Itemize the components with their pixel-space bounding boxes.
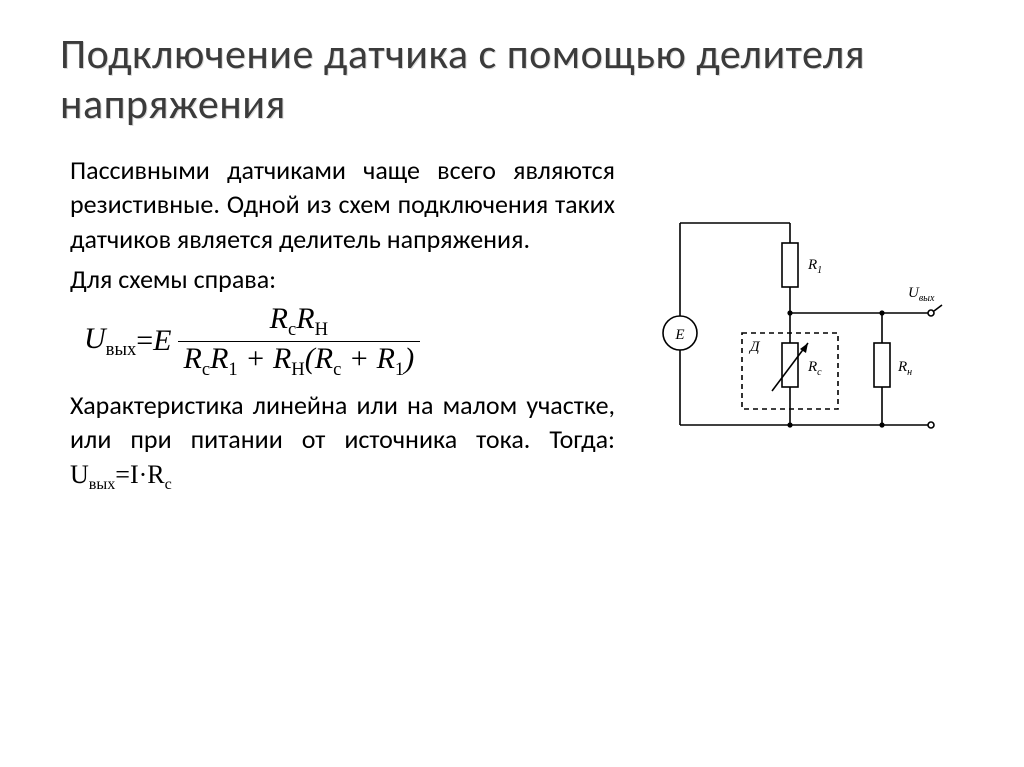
label-E: E — [674, 327, 684, 343]
formula-lhs: Uвых — [84, 319, 136, 363]
num-R1: R — [270, 302, 288, 335]
slide-title: Подключение датчика с помощью делителя н… — [60, 30, 964, 129]
diagram-column: E R1 Rс Rн Д Uвых — [615, 153, 964, 453]
label-Rn: Rн — [897, 359, 912, 378]
inline-formula: Uвых=I·Rс — [70, 460, 172, 489]
formula-denominator: RcR1 + RH(Rc + R1) — [178, 341, 421, 380]
inline-sub-c: с — [165, 476, 172, 493]
den-ca: c — [202, 359, 210, 380]
den-1a: 1 — [228, 359, 237, 380]
den-R1a: R — [210, 342, 228, 375]
inline-sub-vyh: вых — [89, 476, 116, 493]
num-R2: R — [296, 302, 314, 335]
formula-eq: = — [136, 321, 153, 361]
p3-text: Характеристика линейна или на малом учас… — [70, 389, 615, 455]
label-R1: R1 — [807, 257, 822, 276]
den-plus1: + — [238, 342, 273, 375]
den-open: ( — [305, 342, 315, 375]
slide: Подключение датчика с помощью делителя н… — [0, 0, 1024, 767]
num-H: H — [315, 319, 328, 340]
paragraph-characteristic: Характеристика линейна или на малом учас… — [70, 388, 615, 495]
paragraph-scheme-ref: Для схемы справа: — [70, 262, 615, 296]
den-plus2: + — [341, 342, 376, 375]
label-Rc: Rс — [807, 359, 822, 378]
den-RHR: R — [273, 342, 291, 375]
text-column: Пассивными датчиками чаще всего являются… — [70, 153, 615, 501]
resistor-R1-icon — [782, 243, 798, 287]
label-D: Д — [748, 339, 761, 355]
formula-U-sub: вых — [106, 339, 137, 360]
den-close: ) — [404, 342, 414, 375]
resistor-Rc-icon — [782, 343, 798, 387]
label-Uout: Uвых — [908, 285, 935, 304]
formula-numerator: RcRH — [264, 302, 334, 340]
den-Ra: R — [184, 342, 202, 375]
den-Rc2R: R — [315, 342, 333, 375]
formula-E: E — [153, 321, 171, 361]
den-R1bR: R — [377, 342, 395, 375]
circuit-diagram: E R1 Rс Rн Д Uвых — [650, 193, 950, 453]
formula-U: U — [84, 322, 106, 355]
content-row: Пассивными датчиками чаще всего являются… — [60, 153, 964, 501]
paragraph-intro: Пассивными датчиками чаще всего являются… — [70, 153, 615, 256]
den-R1b1: 1 — [395, 359, 404, 380]
main-formula: Uвых = E RcRH RcR1 + RH(Rc + R1) — [84, 302, 615, 380]
resistor-Rn-icon — [874, 343, 890, 387]
formula-fraction: RcRH RcR1 + RH(Rc + R1) — [178, 302, 421, 380]
den-RHH: H — [291, 359, 304, 380]
